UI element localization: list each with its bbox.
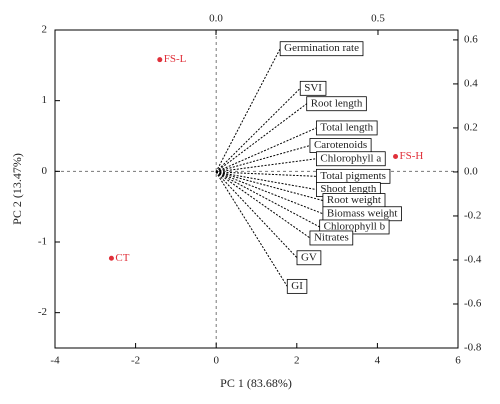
loading-label: Chlorophyll b bbox=[324, 220, 386, 232]
loading-label: Biomass weight bbox=[327, 207, 398, 219]
x-tick-label: 0 bbox=[213, 355, 219, 367]
loading-label: Root length bbox=[311, 97, 363, 109]
plot-frame bbox=[54, 29, 459, 349]
y-tick-label: 0 bbox=[42, 165, 48, 177]
x-tick-label: 4 bbox=[375, 355, 381, 367]
x-tick-label: -2 bbox=[131, 355, 140, 367]
loading-vector bbox=[215, 48, 281, 173]
loading-vector bbox=[215, 145, 311, 173]
loading-vector bbox=[215, 171, 288, 287]
loading-vector bbox=[215, 171, 324, 202]
loading-box bbox=[306, 96, 367, 112]
x-axis-title: PC 1 (83.68%) bbox=[220, 376, 292, 390]
loading-label: SVI bbox=[304, 82, 322, 94]
loading-box bbox=[299, 80, 327, 96]
x-tick-label: -4 bbox=[50, 355, 60, 367]
loading-box bbox=[296, 250, 322, 266]
score-label: FS-L bbox=[164, 53, 187, 65]
score-point bbox=[393, 153, 399, 159]
loading-vector bbox=[215, 171, 320, 228]
loading-vector bbox=[215, 171, 324, 215]
score-point bbox=[108, 255, 114, 261]
loading-label: Chlorophyll a bbox=[320, 152, 381, 164]
y2-tick-label: 0.6 bbox=[464, 33, 478, 45]
loading-box bbox=[319, 219, 390, 235]
loading-label: Carotenoids bbox=[314, 139, 367, 151]
y2-tick-label: 0.0 bbox=[464, 165, 478, 177]
y2-tick-label: -0.6 bbox=[464, 298, 482, 310]
loading-vector bbox=[215, 171, 311, 239]
x-tick-label: 2 bbox=[294, 355, 300, 367]
loading-box bbox=[279, 41, 364, 57]
y2-tick-label: -0.4 bbox=[464, 254, 482, 266]
score-label: FS-H bbox=[400, 150, 424, 162]
loading-vector bbox=[215, 103, 308, 173]
y2-tick-label: 0.2 bbox=[464, 121, 478, 133]
y2-tick-label: 0.4 bbox=[464, 77, 478, 89]
loading-label: Germination rate bbox=[284, 42, 359, 54]
y-tick-label: 1 bbox=[42, 94, 48, 106]
loading-label: Root weight bbox=[327, 194, 381, 206]
loading-label: GI bbox=[291, 280, 303, 292]
x-tick-label: 6 bbox=[455, 355, 461, 367]
loading-label: Shoot length bbox=[320, 183, 376, 195]
loading-box bbox=[309, 230, 354, 246]
loading-vector bbox=[215, 127, 317, 173]
loading-vector bbox=[215, 158, 317, 173]
loading-label: Total length bbox=[320, 121, 373, 133]
y-tick-label: -1 bbox=[38, 236, 47, 248]
loading-label: Nitrates bbox=[314, 231, 349, 243]
y-tick-label: 2 bbox=[42, 24, 48, 36]
loading-label: Total pigments bbox=[320, 170, 386, 182]
loading-vector bbox=[215, 171, 317, 177]
loading-box bbox=[286, 278, 308, 294]
loading-vector bbox=[215, 171, 298, 259]
loading-box bbox=[316, 151, 386, 167]
y2-tick-label: -0.8 bbox=[464, 342, 482, 354]
y-tick-label: -2 bbox=[38, 306, 47, 318]
x2-tick-label: 0.5 bbox=[371, 13, 385, 25]
score-label: CT bbox=[115, 252, 129, 264]
y2-tick-label: -0.2 bbox=[464, 209, 481, 221]
loading-label: GV bbox=[301, 251, 317, 263]
loading-vector bbox=[215, 171, 317, 191]
y-axis-title: PC 2 (13.47%) bbox=[10, 153, 24, 225]
score-point bbox=[157, 57, 163, 63]
x2-tick-label: 0.0 bbox=[209, 13, 223, 25]
loading-vector bbox=[215, 87, 301, 173]
loading-box bbox=[316, 120, 378, 136]
